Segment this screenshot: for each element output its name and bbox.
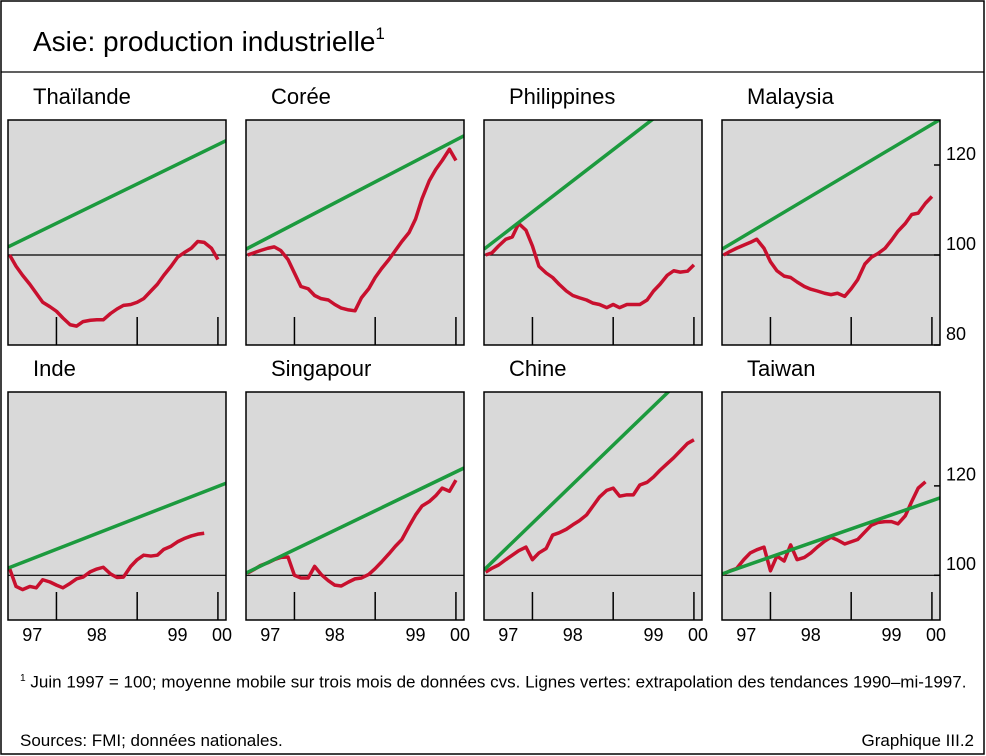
series-line <box>722 480 927 576</box>
footnote: 1 Juin 1997 = 100; moyenne mobile sur tr… <box>20 666 975 695</box>
plot-area <box>722 120 940 299</box>
y-tick-label: 80 <box>946 324 966 344</box>
x-tick-label: 99 <box>168 625 188 645</box>
x-tick-label: 99 <box>406 625 426 645</box>
plot-area <box>246 134 464 313</box>
x-tick-label: 97 <box>260 625 280 645</box>
panel-border <box>483 391 703 621</box>
panel <box>246 392 464 620</box>
panel-border <box>245 119 465 346</box>
plot-area <box>246 466 464 588</box>
panel-title: Taiwan <box>747 356 815 381</box>
panel <box>8 392 226 620</box>
panel-border <box>721 119 941 346</box>
x-tick-label: 00 <box>688 625 708 645</box>
series-line <box>722 120 940 251</box>
chart-title: Asie: production industrielle1 <box>33 24 385 57</box>
plot-area <box>8 139 226 328</box>
panel-title: Inde <box>33 356 76 381</box>
series-line <box>246 466 464 575</box>
series-line <box>246 134 464 251</box>
panel-title: Thaïlande <box>33 84 131 109</box>
series-line <box>484 438 695 574</box>
series-line <box>722 496 940 576</box>
panel-title: Corée <box>271 84 331 109</box>
series-line <box>484 392 671 572</box>
sources: Sources: FMI; données nationales. <box>20 731 283 750</box>
x-tick-label: 00 <box>926 625 946 645</box>
title-text: Asie: production industrielle <box>33 26 375 57</box>
series-line <box>484 120 655 251</box>
series-line <box>722 195 934 299</box>
series-line <box>485 221 696 310</box>
panel-title: Philippines <box>509 84 615 109</box>
x-tick-label: 98 <box>87 625 107 645</box>
x-tick-label: 99 <box>882 625 902 645</box>
footnote-marker: 1 <box>20 673 26 684</box>
series-line <box>8 239 220 328</box>
footnote-text: Juin 1997 = 100; moyenne mobile sur troi… <box>30 672 967 692</box>
series-line <box>8 531 205 592</box>
plot-area <box>8 481 226 592</box>
figure-label: Graphique III.2 <box>861 731 974 750</box>
y-tick-label: 100 <box>946 234 976 254</box>
panel <box>484 120 702 345</box>
x-tick-label: 97 <box>22 625 42 645</box>
y-tick-label: 100 <box>946 554 976 574</box>
plot-area <box>484 120 702 310</box>
panel-title: Malaysia <box>747 84 835 109</box>
panel <box>722 392 940 620</box>
series-line <box>247 147 458 313</box>
x-tick-label: 99 <box>644 625 664 645</box>
x-tick-label: 98 <box>325 625 345 645</box>
series-line <box>8 481 226 570</box>
panel-border <box>483 119 703 346</box>
panel-title: Singapour <box>271 356 371 381</box>
panel-border <box>7 119 227 346</box>
x-tick-label: 97 <box>736 625 756 645</box>
series-line <box>8 139 226 249</box>
panel-title: Chine <box>509 356 566 381</box>
title-note: 1 <box>375 24 384 43</box>
y-tick-label: 120 <box>946 144 976 164</box>
panel-border <box>245 391 465 621</box>
panel-border <box>721 391 941 621</box>
plot-area <box>722 480 940 576</box>
x-tick-label: 00 <box>212 625 232 645</box>
x-tick-label: 98 <box>563 625 583 645</box>
plot-area <box>484 392 702 576</box>
y-tick-label: 120 <box>946 465 976 485</box>
x-tick-label: 98 <box>801 625 821 645</box>
x-tick-label: 97 <box>498 625 518 645</box>
panel-border <box>7 391 227 621</box>
x-tick-label: 00 <box>450 625 470 645</box>
panel <box>722 120 940 345</box>
